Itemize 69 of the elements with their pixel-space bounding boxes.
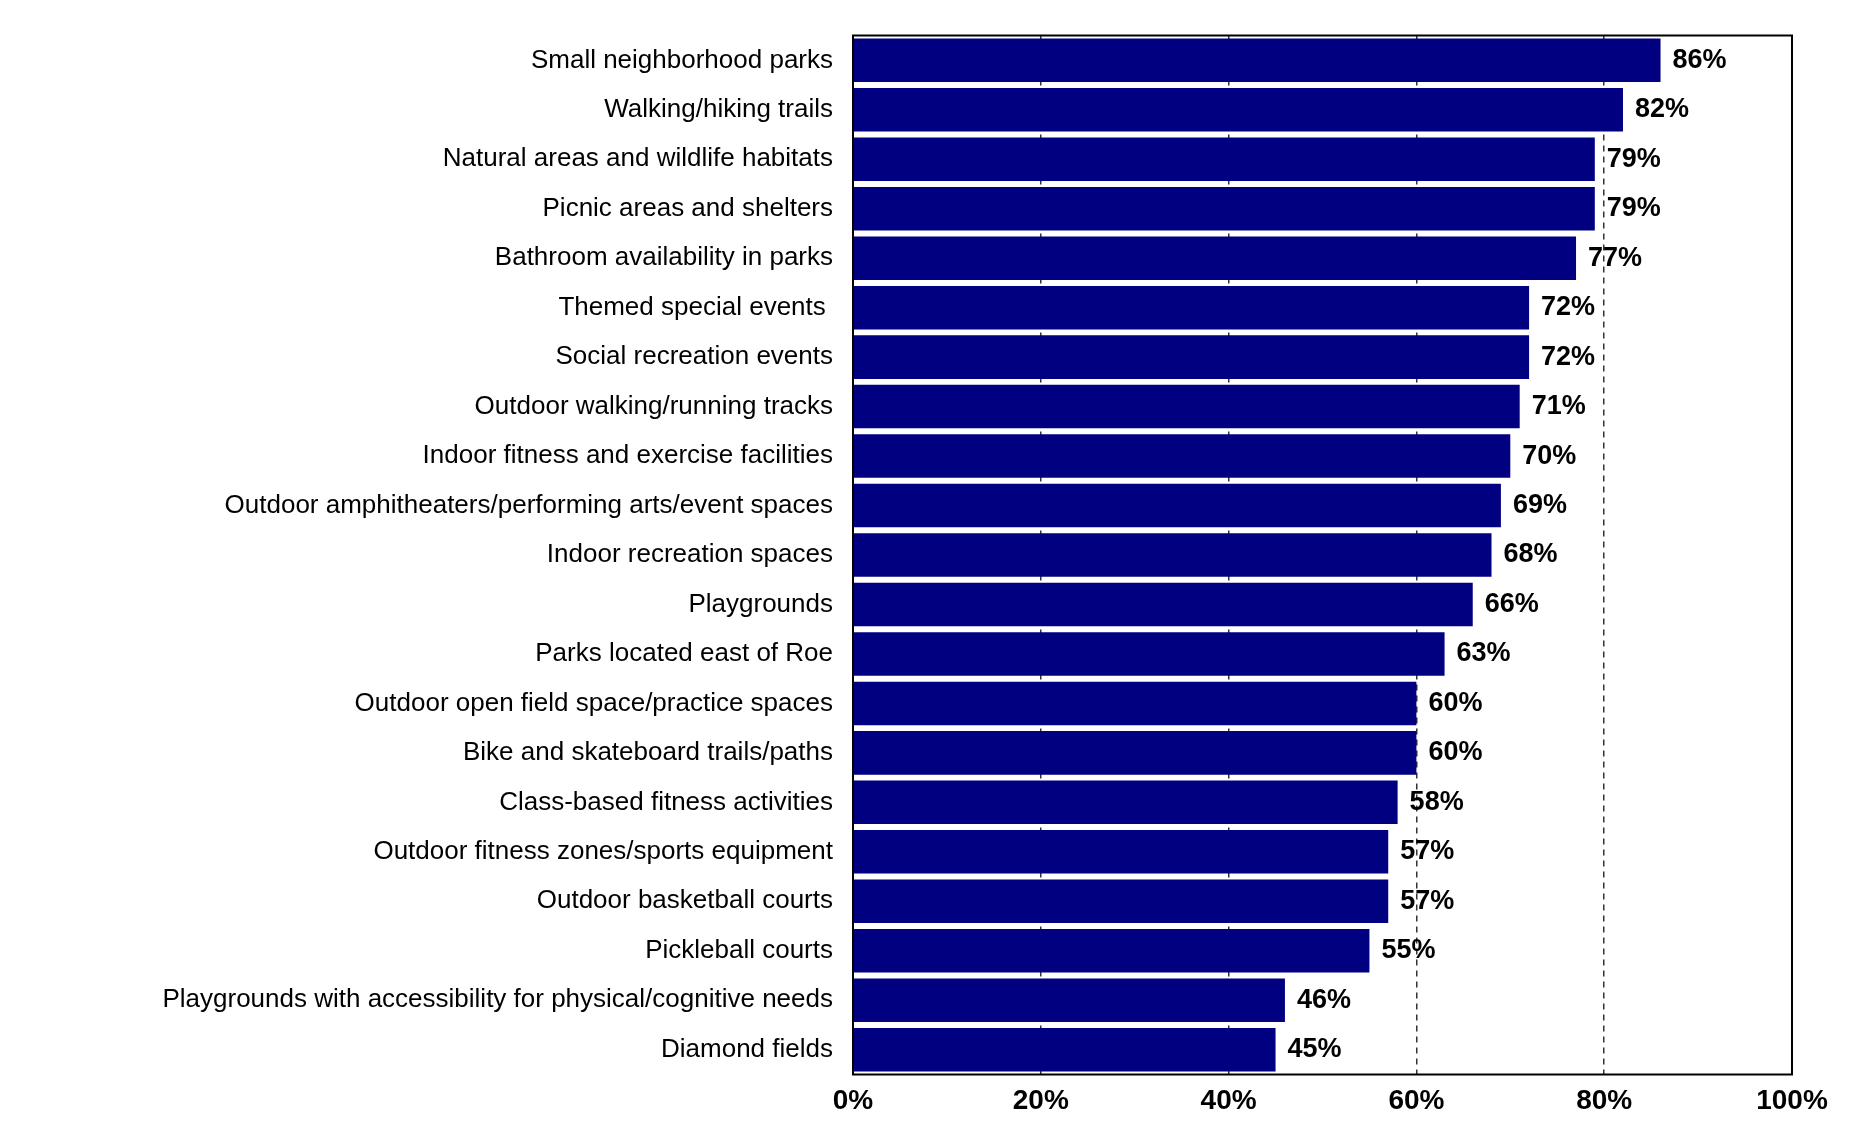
data-label: 60% xyxy=(1428,686,1483,717)
y-tick-label: Themed special events xyxy=(558,290,833,321)
data-label: 71% xyxy=(1531,390,1586,421)
y-tick-label: Playgrounds with accessibility for physical/cognitive needs xyxy=(162,983,833,1014)
data-label: 70% xyxy=(1522,439,1577,470)
bar xyxy=(853,88,1623,132)
data-label: 72% xyxy=(1541,340,1596,371)
data-label: 77% xyxy=(1588,241,1643,272)
data-label: 79% xyxy=(1606,192,1661,223)
x-tick-label: 0% xyxy=(832,1083,874,1115)
y-tick-label: Diamond fields xyxy=(661,1032,833,1063)
data-label: 79% xyxy=(1606,142,1661,173)
bar xyxy=(853,780,1398,825)
bar xyxy=(853,186,1595,231)
x-tick-label: 40% xyxy=(1200,1083,1257,1115)
y-tick-label: Outdoor walking/running tracks xyxy=(474,389,833,420)
bar xyxy=(853,830,1389,874)
data-label: 68% xyxy=(1503,538,1558,569)
bar xyxy=(853,1027,1276,1072)
y-tick-label: Playgrounds xyxy=(688,587,833,618)
y-tick-label: Parks located east of Roe xyxy=(535,637,833,668)
y-tick-label: Natural areas and wildlife habitats xyxy=(442,142,833,173)
x-tick-label: 80% xyxy=(1576,1083,1633,1115)
bar xyxy=(853,978,1285,1022)
bar xyxy=(853,582,1473,627)
bar xyxy=(853,681,1417,726)
data-label: 86% xyxy=(1672,43,1727,74)
bar xyxy=(853,335,1530,379)
data-label: 46% xyxy=(1296,983,1351,1014)
y-tick-label: Outdoor basketball courts xyxy=(536,884,833,915)
x-tick-label: 60% xyxy=(1388,1083,1445,1115)
y-tick-label: Picnic areas and shelters xyxy=(542,191,833,222)
y-tick-label: Small neighborhood parks xyxy=(530,43,833,74)
bar xyxy=(853,236,1577,280)
bar xyxy=(853,533,1492,577)
bar xyxy=(853,285,1530,330)
y-tick-label: Pickleball courts xyxy=(645,933,833,964)
y-tick-label: Social recreation events xyxy=(555,340,833,371)
x-tick-label: 20% xyxy=(1012,1083,1069,1115)
x-tick-label: 100% xyxy=(1756,1083,1828,1115)
bar xyxy=(853,928,1370,973)
y-tick-label: Bike and skateboard trails/paths xyxy=(463,736,833,767)
y-tick-label: Indoor recreation spaces xyxy=(546,538,833,569)
y-tick-label: Outdoor amphitheaters/performing arts/event spaces xyxy=(224,488,833,519)
bar xyxy=(853,731,1417,775)
data-label: 58% xyxy=(1409,785,1464,816)
bar xyxy=(853,483,1501,528)
bar xyxy=(853,38,1661,83)
bar xyxy=(853,137,1595,182)
y-tick-label: Class-based fitness activities xyxy=(499,785,833,816)
bar xyxy=(853,384,1520,429)
y-tick-label: Bathroom availability in parks xyxy=(494,241,833,272)
data-label: 60% xyxy=(1428,736,1483,767)
data-label: 55% xyxy=(1381,934,1436,965)
y-tick-label: Indoor fitness and exercise facilities xyxy=(422,439,833,470)
data-label: 72% xyxy=(1541,291,1596,322)
bar xyxy=(853,434,1511,478)
data-label: 82% xyxy=(1634,93,1690,124)
y-tick-label: Outdoor fitness zones/sports equipment xyxy=(373,834,834,865)
bar xyxy=(853,879,1389,924)
data-label: 69% xyxy=(1512,488,1567,519)
bar xyxy=(853,632,1445,676)
data-label: 45% xyxy=(1287,1033,1342,1064)
data-label: 66% xyxy=(1484,587,1539,618)
data-label: 57% xyxy=(1400,835,1455,866)
y-tick-label: Walking/hiking trails xyxy=(604,92,833,123)
data-label: 57% xyxy=(1400,884,1455,915)
data-label: 63% xyxy=(1456,637,1511,668)
y-tick-label: Outdoor open field space/practice spaces xyxy=(354,686,833,717)
